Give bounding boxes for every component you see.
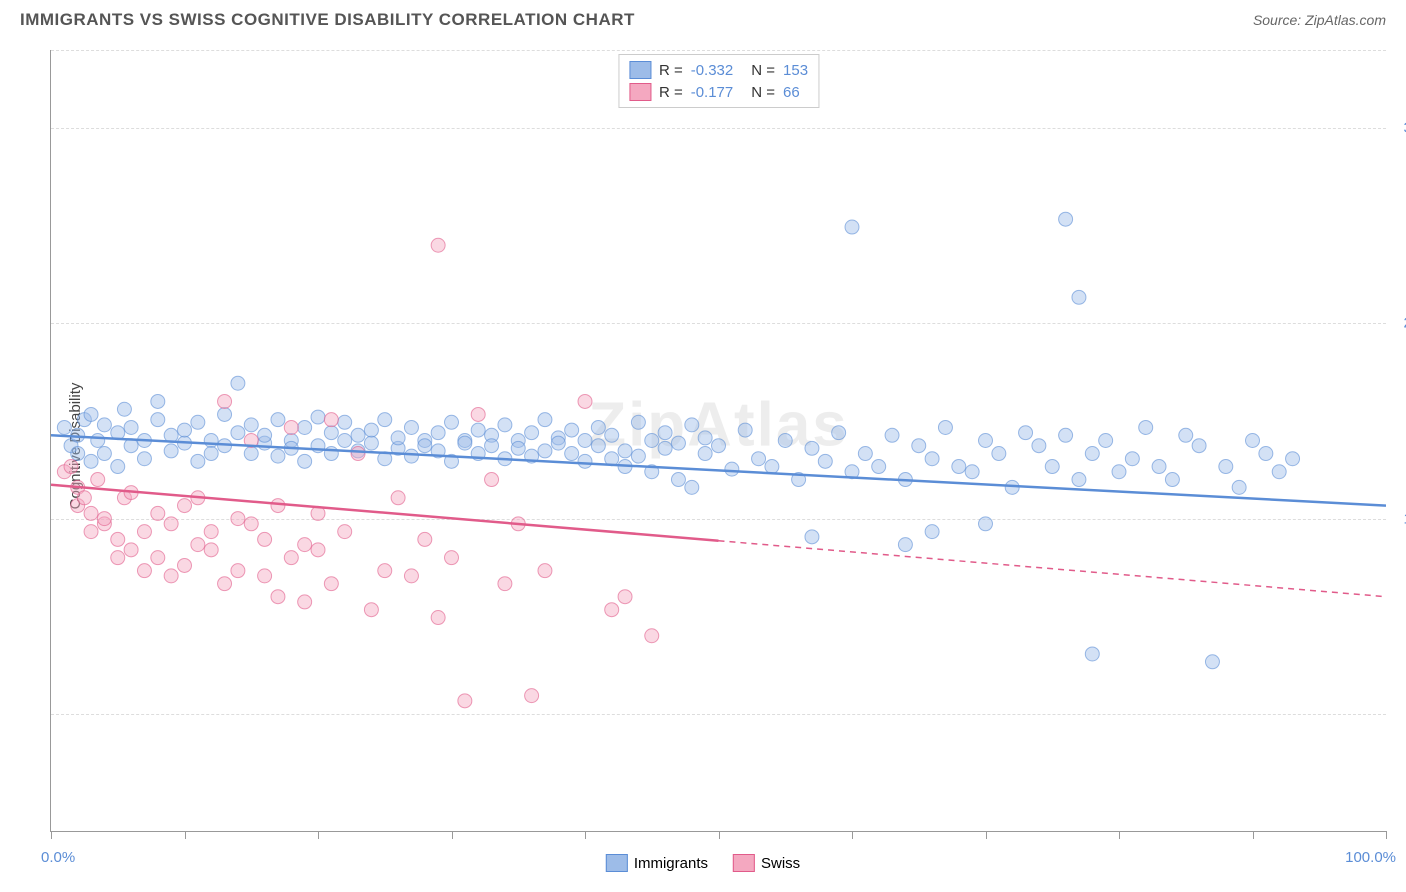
legend-swatch [629, 61, 651, 79]
legend-r-label: R = [659, 62, 683, 79]
x-tick [852, 831, 853, 839]
legend-swatch [606, 854, 628, 872]
x-tick [719, 831, 720, 839]
legend-series-label: Immigrants [634, 855, 708, 872]
x-axis-min-label: 0.0% [41, 849, 75, 866]
legend-swatch [733, 854, 755, 872]
legend-r-value: -0.177 [691, 84, 734, 101]
x-tick [1386, 831, 1387, 839]
legend-n-value: 66 [783, 84, 800, 101]
x-tick [318, 831, 319, 839]
x-tick [1253, 831, 1254, 839]
chart-title: IMMIGRANTS VS SWISS COGNITIVE DISABILITY… [20, 10, 635, 30]
x-tick [1119, 831, 1120, 839]
series-legend: Immigrants Swiss [606, 854, 800, 872]
x-axis-max-label: 100.0% [1345, 849, 1396, 866]
x-tick [585, 831, 586, 839]
legend-bottom-item: Swiss [733, 854, 800, 872]
legend-n-value: 153 [783, 62, 808, 79]
legend-n-label: N = [751, 84, 775, 101]
chart-plot-area: ZipAtlas R = -0.332 N = 153 R = -0.177 N… [50, 50, 1386, 832]
x-tick [452, 831, 453, 839]
x-tick [185, 831, 186, 839]
scatter-plot-svg [51, 50, 1386, 831]
legend-swatch [629, 83, 651, 101]
legend-series-label: Swiss [761, 855, 800, 872]
legend-row: R = -0.177 N = 66 [629, 81, 808, 103]
legend-n-label: N = [751, 62, 775, 79]
correlation-legend: R = -0.332 N = 153 R = -0.177 N = 66 [618, 54, 819, 108]
legend-r-label: R = [659, 84, 683, 101]
legend-bottom-item: Immigrants [606, 854, 708, 872]
x-tick [986, 831, 987, 839]
source-label: Source: ZipAtlas.com [1253, 12, 1386, 28]
legend-row: R = -0.332 N = 153 [629, 59, 808, 81]
x-tick [51, 831, 52, 839]
legend-r-value: -0.332 [691, 62, 734, 79]
